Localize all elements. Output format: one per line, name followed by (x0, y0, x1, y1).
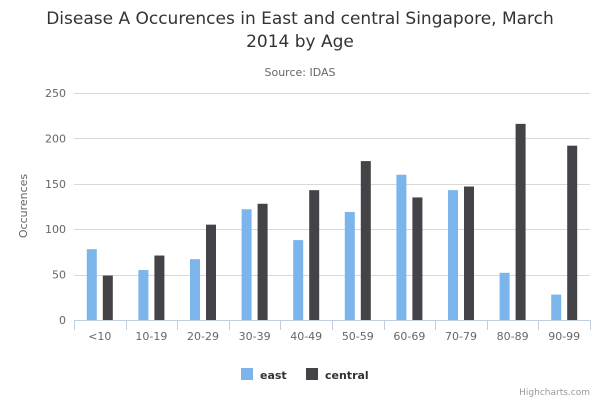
x-tick-label: 40-49 (290, 330, 322, 343)
chart-title: Disease A Occurences in East and central… (46, 9, 554, 52)
x-tick-label: 20-29 (187, 330, 219, 343)
bar-central-3[interactable] (257, 203, 268, 320)
legend-item-east[interactable]: east (241, 368, 287, 382)
y-tick-label: 0 (59, 314, 66, 327)
bar-central-4[interactable] (309, 190, 320, 320)
bar-central-8[interactable] (515, 123, 526, 320)
x-tick-label: 70-79 (445, 330, 477, 343)
y-axis-ticks: 0 50 100 150 200 250 (45, 87, 66, 327)
chart-title-line-1: Disease A Occurences in East and central… (46, 9, 554, 29)
legend-swatch (306, 368, 318, 380)
x-tick-label: 80-89 (497, 330, 529, 343)
bar-series (86, 123, 578, 320)
bar-east-3[interactable] (241, 209, 252, 320)
x-tick-label: 10-19 (135, 330, 167, 343)
chart-title-line-2: 2014 by Age (246, 32, 354, 52)
x-tick-label: <10 (88, 330, 111, 343)
y-tick-label: 100 (45, 223, 66, 236)
bar-central-9[interactable] (567, 145, 578, 320)
bar-central-7[interactable] (464, 186, 474, 320)
bar-east-8[interactable] (499, 272, 510, 320)
bar-east-7[interactable] (448, 190, 458, 320)
bar-east-9[interactable] (551, 294, 562, 320)
bar-central-0[interactable] (102, 275, 113, 320)
bar-east-1[interactable] (138, 270, 149, 320)
bar-east-4[interactable] (293, 240, 304, 320)
y-tick-label: 250 (45, 87, 66, 100)
bar-east-2[interactable] (190, 259, 200, 320)
bar-east-0[interactable] (86, 249, 97, 320)
grid-lines (74, 93, 590, 276)
x-tick-label: 30-39 (239, 330, 271, 343)
bar-central-2[interactable] (206, 224, 216, 320)
bar-central-1[interactable] (154, 255, 165, 320)
x-axis (74, 320, 591, 330)
legend-item-central[interactable]: central (306, 368, 369, 382)
bar-central-5[interactable] (360, 161, 371, 320)
legend[interactable]: east central (241, 368, 369, 382)
y-tick-label: 150 (45, 178, 66, 191)
legend-label: central (325, 369, 369, 382)
x-axis-ticks: <10 10-19 20-29 30-39 40-49 50-59 60-69 70-79 80… (88, 330, 580, 343)
x-tick-label: 60-69 (393, 330, 425, 343)
bar-central-6[interactable] (412, 197, 423, 320)
bar-east-6[interactable] (396, 174, 407, 320)
chart-subtitle: Source: IDAS (264, 66, 335, 79)
x-tick-label: 50-59 (342, 330, 374, 343)
y-axis-title: Occurences (17, 174, 30, 239)
credits-link[interactable]: Highcharts.com (519, 388, 590, 398)
legend-label: east (260, 369, 287, 382)
bar-east-5[interactable] (344, 211, 355, 320)
y-tick-label: 50 (52, 269, 66, 282)
y-tick-label: 200 (45, 132, 66, 145)
x-tick-label: 90-99 (548, 330, 580, 343)
legend-swatch (241, 368, 253, 380)
